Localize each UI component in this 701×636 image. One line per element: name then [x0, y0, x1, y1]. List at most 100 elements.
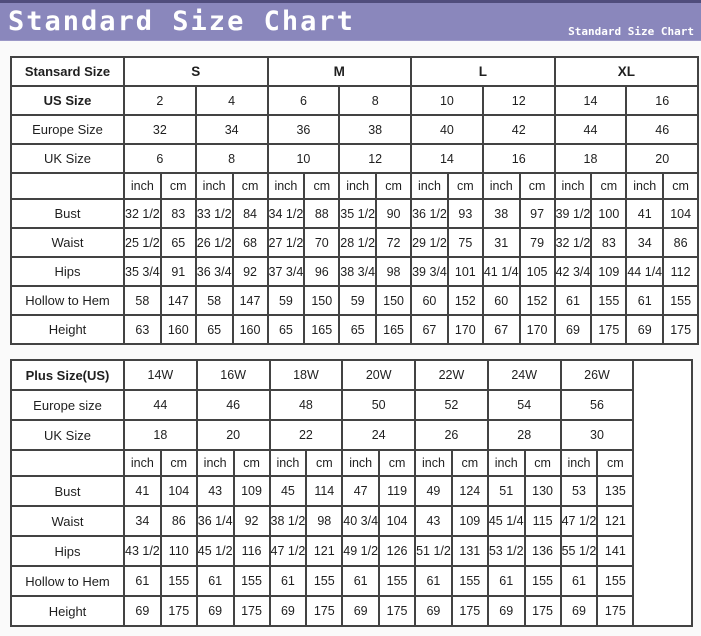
row-label: Bust — [10, 198, 125, 229]
unit-cell: cm — [446, 172, 484, 200]
page-title: Standard Size Chart — [8, 6, 355, 37]
value-cell: 150 — [303, 285, 341, 316]
size-cell: 24W — [486, 359, 562, 391]
value-cell: 96 — [303, 256, 341, 287]
value-cell: 119 — [378, 475, 417, 507]
value-cell: 98 — [375, 256, 413, 287]
unit-cell: inch — [341, 449, 381, 477]
unit-cell: inch — [268, 449, 308, 477]
value-cell: 170 — [446, 314, 484, 345]
value-cell: 165 — [375, 314, 413, 345]
size-group-cell: XL — [553, 56, 700, 87]
value-cell: 100 — [590, 198, 628, 229]
unit-cell: inch — [553, 172, 593, 200]
value-cell: 58 — [123, 285, 162, 316]
value-cell: 60 — [410, 285, 449, 316]
value-cell: 175 — [305, 595, 344, 627]
size-cell: 52 — [414, 389, 489, 421]
unit-cell: cm — [305, 449, 344, 477]
value-cell: 135 — [596, 475, 635, 507]
value-cell: 105 — [518, 256, 556, 287]
value-cell: 69 — [123, 595, 162, 627]
value-cell: 67 — [481, 314, 521, 345]
value-cell: 79 — [518, 227, 556, 258]
row-label: Hollow to Hem — [10, 285, 125, 316]
value-cell: 58 — [194, 285, 234, 316]
size-cell: 34 — [194, 114, 269, 145]
size-cell: 20W — [341, 359, 417, 391]
size-cell: 40 — [410, 114, 484, 145]
value-cell: 141 — [596, 535, 635, 567]
row-label: Europe Size — [10, 114, 125, 145]
value-cell: 53 — [559, 475, 599, 507]
size-cell: 14 — [410, 143, 484, 174]
size-cell: 10 — [266, 143, 341, 174]
value-cell: 36 1/4 — [195, 505, 235, 537]
size-group-cell: M — [266, 56, 413, 87]
value-cell: 92 — [231, 256, 269, 287]
value-cell: 112 — [662, 256, 700, 287]
value-cell: 131 — [450, 535, 489, 567]
size-cell: 20 — [625, 143, 700, 174]
value-cell: 155 — [378, 565, 417, 597]
value-cell: 91 — [159, 256, 197, 287]
value-cell: 70 — [303, 227, 341, 258]
title-banner: Standard Size Chart Standard Size Chart — [0, 0, 701, 41]
value-cell: 55 1/2 — [559, 535, 599, 567]
row-label: Hollow to Hem — [10, 565, 125, 597]
value-cell: 43 1/2 — [123, 535, 162, 567]
value-cell: 152 — [518, 285, 556, 316]
value-cell: 175 — [232, 595, 271, 627]
size-cell: 32 — [123, 114, 197, 145]
size-cell: 30 — [559, 419, 635, 451]
value-cell: 160 — [159, 314, 197, 345]
value-cell: 165 — [303, 314, 341, 345]
unit-cell: cm — [159, 172, 197, 200]
value-cell: 97 — [518, 198, 556, 229]
page-subtitle: Standard Size Chart — [568, 25, 694, 38]
value-cell: 51 1/2 — [414, 535, 453, 567]
value-cell: 41 — [625, 198, 665, 229]
size-cell: 46 — [625, 114, 700, 145]
value-cell: 65 — [194, 314, 234, 345]
size-group-cell: L — [410, 56, 556, 87]
value-cell: 25 1/2 — [123, 227, 162, 258]
value-cell: 126 — [378, 535, 417, 567]
value-cell: 38 — [481, 198, 521, 229]
value-cell: 38 1/2 — [268, 505, 308, 537]
value-cell: 83 — [590, 227, 628, 258]
row-label: Europe size — [10, 389, 125, 421]
value-cell: 86 — [662, 227, 700, 258]
plus-size-table-section: Plus Size(US) 14W 16W 18W 20W 22W 24W 26W Europe… — [10, 359, 701, 627]
unit-cell: inch — [559, 449, 599, 477]
value-cell: 61 — [195, 565, 235, 597]
value-cell: 116 — [232, 535, 271, 567]
value-cell: 114 — [305, 475, 344, 507]
value-cell: 37 3/4 — [266, 256, 306, 287]
unit-cell: inch — [194, 172, 234, 200]
row-label: Height — [10, 595, 125, 627]
value-cell: 60 — [481, 285, 521, 316]
value-cell: 49 — [414, 475, 453, 507]
value-cell: 68 — [231, 227, 269, 258]
value-cell: 147 — [231, 285, 269, 316]
size-cell: 14 — [553, 85, 628, 116]
value-cell: 72 — [375, 227, 413, 258]
value-cell: 90 — [375, 198, 413, 229]
size-cell: 18W — [268, 359, 344, 391]
value-cell: 121 — [596, 505, 635, 537]
value-cell: 109 — [232, 475, 271, 507]
value-cell: 26 1/2 — [194, 227, 234, 258]
standard-size-table: Stansard Size S M L XL US Size 2 4 6 8 10 12 14 16 Eur… — [10, 56, 700, 345]
row-label: Waist — [10, 505, 125, 537]
size-cell: 44 — [123, 389, 198, 421]
value-cell: 75 — [446, 227, 484, 258]
value-cell: 39 3/4 — [410, 256, 449, 287]
value-cell: 86 — [159, 505, 198, 537]
value-cell: 34 1/2 — [266, 198, 306, 229]
row-label: UK Size — [10, 419, 125, 451]
value-cell: 152 — [446, 285, 484, 316]
value-cell: 155 — [305, 565, 344, 597]
value-cell: 124 — [450, 475, 489, 507]
value-cell: 109 — [450, 505, 489, 537]
